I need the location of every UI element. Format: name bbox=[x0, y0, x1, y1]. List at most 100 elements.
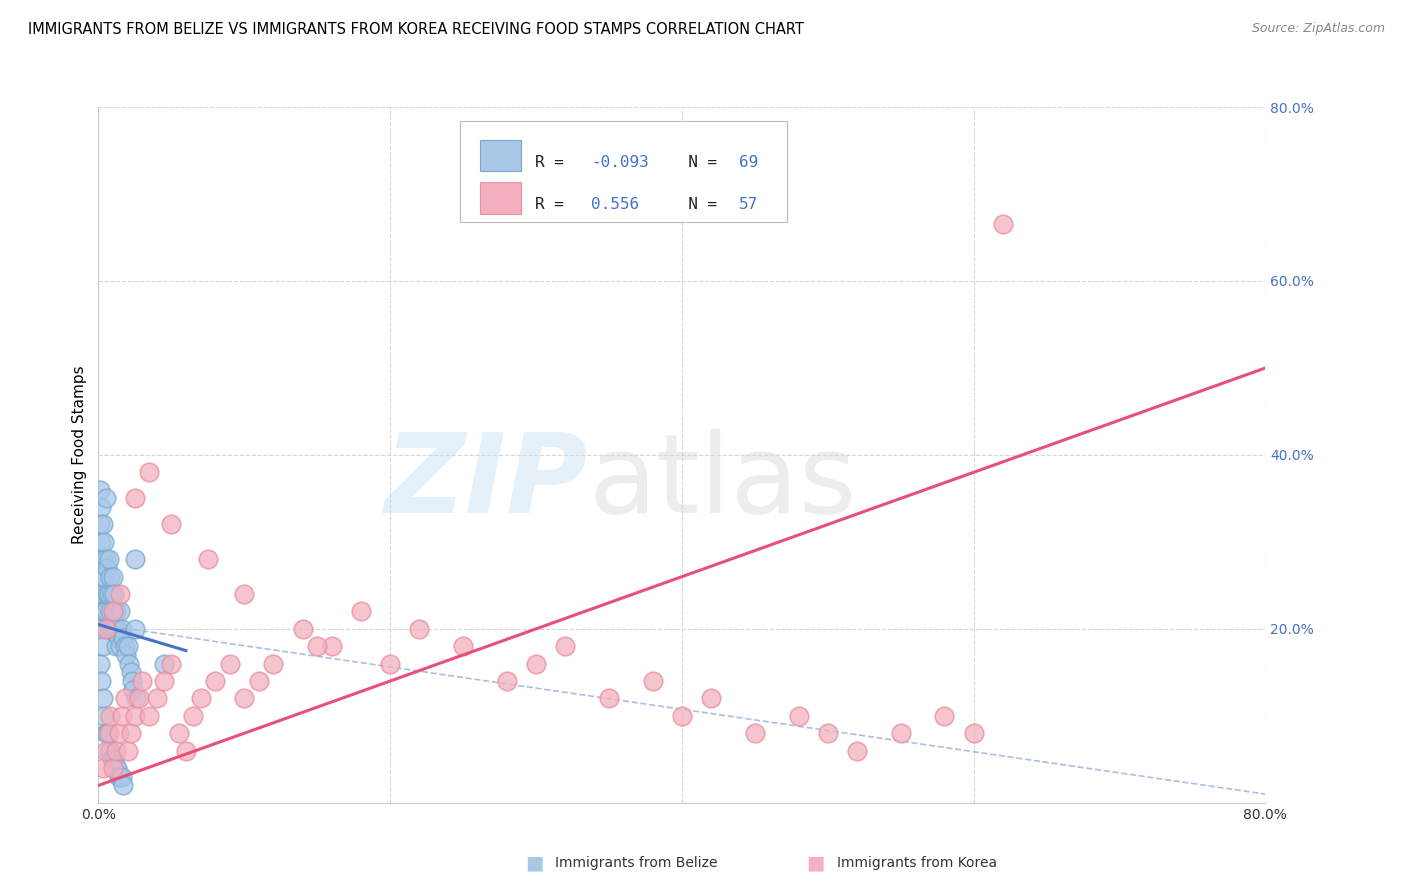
Point bbox=[378, 657, 402, 671]
Text: ■: ■ bbox=[524, 853, 544, 872]
Text: 69: 69 bbox=[740, 154, 758, 169]
Point bbox=[111, 708, 134, 723]
Point bbox=[100, 587, 122, 601]
Point bbox=[817, 726, 839, 740]
Point bbox=[89, 552, 111, 566]
Point bbox=[495, 674, 517, 689]
Point bbox=[934, 708, 956, 723]
Point bbox=[128, 691, 150, 706]
Point bbox=[190, 691, 212, 706]
Point bbox=[101, 605, 124, 619]
Point bbox=[89, 657, 111, 671]
Point bbox=[554, 639, 576, 653]
Point bbox=[98, 570, 121, 584]
Point bbox=[120, 726, 142, 740]
Text: N =: N = bbox=[669, 154, 727, 169]
Point bbox=[96, 561, 118, 575]
Point bbox=[103, 587, 125, 601]
Point bbox=[120, 665, 142, 680]
Point bbox=[160, 517, 183, 532]
Point bbox=[114, 691, 136, 706]
Point bbox=[89, 587, 111, 601]
Text: IMMIGRANTS FROM BELIZE VS IMMIGRANTS FROM KOREA RECEIVING FOOD STAMPS CORRELATIO: IMMIGRANTS FROM BELIZE VS IMMIGRANTS FRO… bbox=[28, 22, 804, 37]
Point bbox=[91, 552, 114, 566]
Point bbox=[100, 622, 122, 636]
Point bbox=[121, 674, 143, 689]
Point bbox=[671, 708, 693, 723]
Point bbox=[262, 657, 284, 671]
Text: R =: R = bbox=[534, 197, 583, 211]
Point bbox=[101, 605, 124, 619]
Point bbox=[110, 605, 132, 619]
Point bbox=[90, 570, 112, 584]
Point bbox=[94, 726, 117, 740]
Point bbox=[101, 570, 124, 584]
Point bbox=[124, 708, 146, 723]
Point bbox=[96, 587, 118, 601]
Point bbox=[138, 708, 160, 723]
Point bbox=[700, 691, 723, 706]
Point bbox=[350, 605, 373, 619]
Point bbox=[89, 517, 111, 532]
Point bbox=[110, 770, 132, 784]
Text: Immigrants from Belize: Immigrants from Belize bbox=[555, 855, 718, 870]
Text: Source: ZipAtlas.com: Source: ZipAtlas.com bbox=[1251, 22, 1385, 36]
Point bbox=[233, 691, 256, 706]
Point bbox=[94, 622, 117, 636]
Point bbox=[93, 534, 115, 549]
Point bbox=[124, 491, 146, 506]
Point bbox=[89, 622, 111, 636]
Point bbox=[111, 770, 134, 784]
Point bbox=[91, 691, 114, 706]
Point bbox=[233, 587, 256, 601]
Point bbox=[598, 691, 620, 706]
Point bbox=[91, 639, 114, 653]
FancyBboxPatch shape bbox=[460, 121, 787, 222]
Point bbox=[93, 570, 115, 584]
Point bbox=[117, 639, 139, 653]
Y-axis label: Receiving Food Stamps: Receiving Food Stamps bbox=[72, 366, 87, 544]
Point bbox=[91, 587, 114, 601]
Point bbox=[108, 726, 131, 740]
Point bbox=[124, 552, 146, 566]
Point bbox=[108, 631, 131, 645]
Point bbox=[94, 491, 117, 506]
Point bbox=[98, 744, 121, 758]
Point bbox=[110, 639, 132, 653]
Point bbox=[111, 622, 134, 636]
Point bbox=[890, 726, 912, 740]
Point bbox=[153, 674, 176, 689]
Point bbox=[104, 605, 127, 619]
Point bbox=[118, 657, 141, 671]
Point bbox=[408, 622, 430, 636]
Point bbox=[94, 605, 117, 619]
Point bbox=[112, 778, 135, 792]
Point bbox=[105, 761, 128, 775]
Point bbox=[108, 770, 131, 784]
Point bbox=[96, 726, 118, 740]
Text: 57: 57 bbox=[740, 197, 758, 211]
Point bbox=[104, 639, 127, 653]
Point bbox=[90, 500, 112, 514]
Point bbox=[91, 761, 114, 775]
Point bbox=[991, 218, 1014, 232]
Point bbox=[112, 631, 135, 645]
Point bbox=[90, 605, 112, 619]
Point bbox=[962, 726, 984, 740]
Point bbox=[103, 752, 125, 766]
Point bbox=[93, 605, 115, 619]
Point bbox=[90, 534, 112, 549]
Point bbox=[117, 744, 139, 758]
Point bbox=[97, 726, 120, 740]
Point bbox=[104, 761, 127, 775]
Point bbox=[124, 622, 146, 636]
Point bbox=[146, 691, 169, 706]
Text: -0.093: -0.093 bbox=[591, 154, 648, 169]
Point bbox=[114, 639, 136, 653]
Point bbox=[845, 744, 868, 758]
Text: atlas: atlas bbox=[589, 429, 858, 536]
Point bbox=[96, 622, 118, 636]
Point bbox=[97, 552, 120, 566]
Point bbox=[110, 587, 132, 601]
Point bbox=[105, 622, 128, 636]
